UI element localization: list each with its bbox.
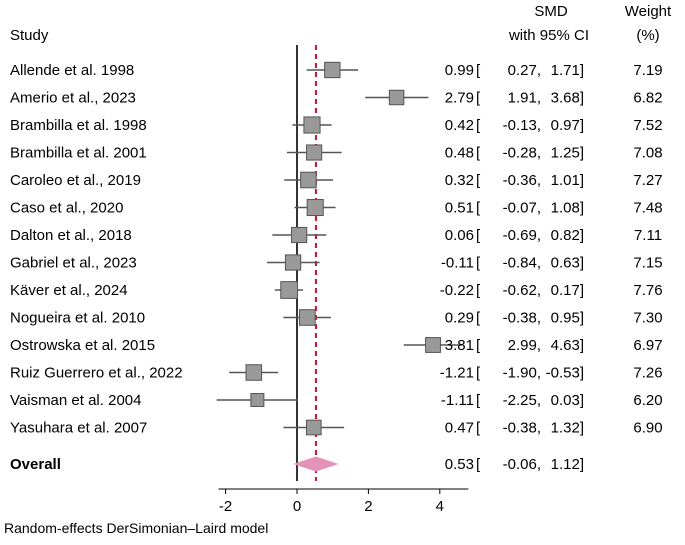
- effect-marker: [425, 337, 441, 353]
- effect-ci-text: 2.79[1.91, 3.68]: [445, 90, 584, 107]
- effect-ci-text: 0.47[-0.38, 1.32]: [445, 420, 584, 437]
- study-label: Allende et al. 1998: [10, 62, 134, 79]
- effect-marker: [250, 393, 265, 407]
- overall-diamond: [293, 456, 339, 472]
- study-label: Ruiz Guerrero et al., 2022: [10, 365, 183, 382]
- effect-ci-text: 0.48[-0.28, 1.25]: [445, 145, 584, 162]
- header-smd: SMD: [534, 3, 568, 20]
- effect-marker: [303, 116, 321, 134]
- x-tick-label: 0: [293, 498, 301, 515]
- effect-ci-text: -1.11[-2.25, 0.03]: [441, 392, 584, 409]
- weight-value: 6.90: [633, 420, 662, 437]
- effect-marker: [300, 171, 317, 189]
- model-note: Random-effects DerSimonian–Laird model: [4, 520, 269, 536]
- weight-value: 7.19: [633, 62, 662, 79]
- study-label: Dalton et al., 2018: [10, 227, 132, 244]
- weight-value: 7.27: [633, 172, 662, 189]
- weight-value: 7.15: [633, 255, 662, 272]
- header-weight-unit: (%): [636, 27, 659, 44]
- effect-marker: [388, 89, 405, 106]
- study-label: Ostrowska et al. 2015: [10, 337, 155, 354]
- weight-value: 7.76: [633, 282, 662, 299]
- effect-marker: [291, 226, 308, 244]
- effect-ci-text: 0.99[0.27, 1.71]: [445, 62, 584, 79]
- weight-value: 7.52: [633, 117, 662, 134]
- effect-marker: [306, 144, 323, 161]
- study-label: Nogueira et al. 2010: [10, 310, 145, 327]
- x-tick-label: 2: [364, 498, 372, 515]
- weight-value: 7.26: [633, 365, 662, 382]
- study-label: Caroleo et al., 2019: [10, 172, 141, 189]
- weight-value: 7.48: [633, 200, 662, 217]
- effect-ci-text: 0.29[-0.38, 0.95]: [445, 310, 584, 327]
- weight-value: 7.11: [634, 227, 662, 244]
- header-ci: with 95% CI: [508, 27, 589, 44]
- study-label: Brambilla et al. 1998: [10, 117, 147, 134]
- weight-value: 6.82: [633, 90, 662, 107]
- effect-ci-text: 0.42[-0.13, 0.97]: [445, 117, 584, 134]
- effect-ci-text: -1.21[-1.90, -0.53]: [440, 365, 584, 382]
- x-tick-label: -2: [219, 498, 232, 515]
- study-label: Vaisman et al. 2004: [10, 392, 141, 409]
- header-study: Study: [10, 27, 49, 44]
- study-label: Gabriel et al., 2023: [10, 255, 137, 272]
- effect-marker: [324, 61, 341, 79]
- effect-ci-text: 0.51[-0.07, 1.08]: [445, 200, 584, 217]
- effect-ci-text: -0.11[-0.84, 0.63]: [441, 255, 584, 272]
- effect-ci-text: 0.32[-0.36, 1.01]: [445, 172, 584, 189]
- study-label: Käver et al., 2024: [10, 282, 128, 299]
- weight-value: 6.97: [633, 337, 662, 354]
- overall-label: Overall: [10, 456, 61, 473]
- header-weight: Weight: [625, 3, 672, 20]
- effect-marker: [245, 364, 263, 381]
- effect-ci-text: 3.81[2.99, 4.63]: [445, 337, 584, 354]
- study-label: Yasuhara et al. 2007: [10, 420, 147, 437]
- weight-value: 7.08: [633, 145, 662, 162]
- effect-ci-text: 0.06[-0.69, 0.82]: [445, 227, 584, 244]
- weight-value: 6.20: [633, 392, 662, 409]
- x-tick-label: 4: [436, 498, 444, 515]
- effect-marker: [305, 419, 322, 436]
- effect-marker: [280, 281, 299, 299]
- study-label: Caso et al., 2020: [10, 200, 123, 217]
- effect-marker: [299, 309, 316, 326]
- effect-ci-text: -0.22[-0.62, 0.17]: [440, 282, 584, 299]
- study-label: Brambilla et al. 2001: [10, 145, 147, 162]
- overall-ci-text: 0.53[-0.06, 1.12]: [445, 456, 584, 473]
- effect-marker: [284, 254, 302, 271]
- study-label: Amerio et al., 2023: [10, 90, 136, 107]
- weight-value: 7.30: [633, 310, 662, 327]
- effect-marker: [306, 198, 324, 217]
